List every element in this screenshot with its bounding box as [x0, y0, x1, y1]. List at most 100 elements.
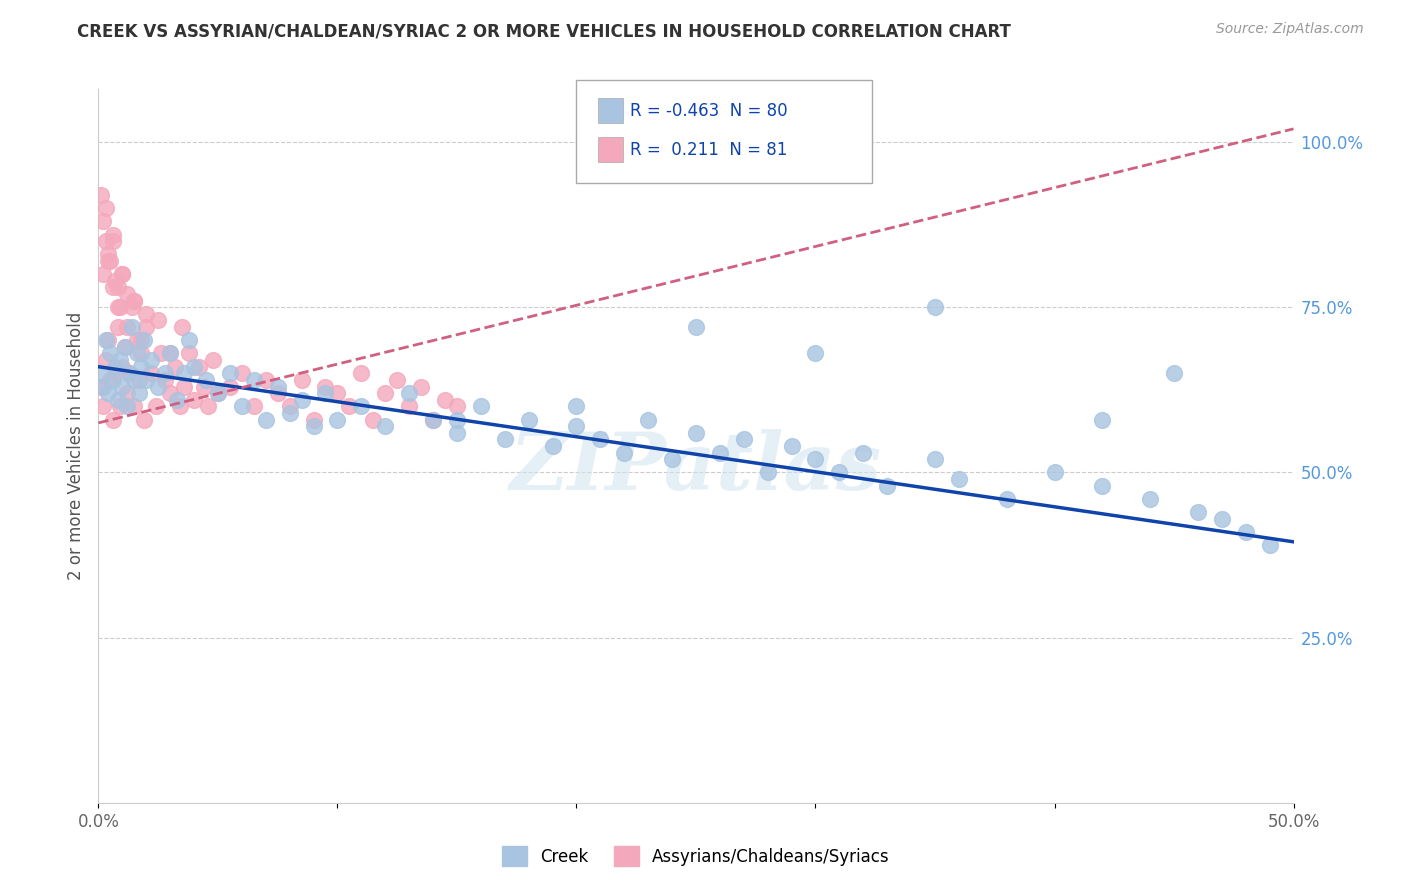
- Point: [398, 386, 420, 401]
- Point: [118, 367, 141, 381]
- Point: [101, 412, 124, 426]
- Point: [804, 452, 827, 467]
- Point: [780, 439, 803, 453]
- Point: [172, 320, 194, 334]
- Point: [94, 234, 117, 248]
- Point: [163, 359, 186, 374]
- Point: [446, 412, 468, 426]
- Point: [179, 346, 201, 360]
- Point: [1258, 538, 1281, 552]
- Point: [132, 412, 155, 426]
- Point: [243, 400, 266, 414]
- Point: [139, 367, 162, 381]
- Point: [98, 373, 122, 387]
- Point: [125, 333, 148, 347]
- Point: [139, 353, 162, 368]
- Point: [108, 400, 131, 414]
- Point: [91, 214, 114, 228]
- Point: [363, 412, 385, 426]
- Point: [302, 419, 325, 434]
- Point: [565, 419, 588, 434]
- Point: [115, 320, 138, 334]
- Point: [131, 333, 153, 347]
- Point: [121, 320, 143, 334]
- Point: [685, 425, 707, 440]
- Point: [924, 300, 946, 314]
- Point: [91, 267, 114, 281]
- Point: [169, 400, 191, 414]
- Point: [398, 400, 420, 414]
- Point: [446, 425, 468, 440]
- Point: [159, 386, 181, 401]
- Point: [411, 379, 433, 393]
- Point: [315, 379, 337, 393]
- Point: [173, 379, 195, 393]
- Point: [98, 254, 122, 268]
- Point: [107, 300, 129, 314]
- Point: [183, 359, 205, 374]
- Point: [1234, 524, 1257, 539]
- Point: [101, 227, 124, 242]
- Point: [1091, 478, 1114, 492]
- Point: [350, 400, 373, 414]
- Point: [470, 400, 492, 414]
- Point: [128, 386, 150, 401]
- Point: [197, 400, 219, 414]
- Point: [183, 392, 205, 407]
- Point: [114, 340, 136, 354]
- Point: [107, 392, 129, 407]
- Point: [98, 346, 122, 360]
- Point: [589, 433, 612, 447]
- Point: [97, 333, 120, 347]
- Point: [124, 293, 146, 308]
- Point: [219, 379, 242, 393]
- Point: [107, 320, 129, 334]
- Point: [302, 412, 325, 426]
- Point: [104, 274, 127, 288]
- Point: [804, 346, 827, 360]
- Point: [187, 359, 209, 374]
- Point: [108, 353, 131, 368]
- Point: [1043, 466, 1066, 480]
- Point: [315, 386, 337, 401]
- Point: [91, 379, 114, 393]
- Point: [118, 367, 141, 381]
- Point: [104, 359, 127, 374]
- Point: [541, 439, 564, 453]
- Point: [101, 373, 124, 387]
- Point: [145, 400, 167, 414]
- Point: [149, 346, 172, 360]
- Point: [733, 433, 755, 447]
- Point: [385, 373, 409, 387]
- Point: [115, 386, 138, 401]
- Point: [709, 445, 731, 459]
- Point: [124, 293, 146, 308]
- Point: [756, 466, 779, 480]
- Point: [131, 359, 153, 374]
- Point: [111, 267, 134, 281]
- Point: [661, 452, 683, 467]
- Text: R =  0.211  N = 81: R = 0.211 N = 81: [630, 141, 787, 159]
- Point: [1187, 505, 1209, 519]
- Point: [254, 412, 277, 426]
- Text: ZIPatlas: ZIPatlas: [510, 429, 882, 506]
- Text: CREEK VS ASSYRIAN/CHALDEAN/SYRIAC 2 OR MORE VEHICLES IN HOUSEHOLD CORRELATION CH: CREEK VS ASSYRIAN/CHALDEAN/SYRIAC 2 OR M…: [77, 22, 1011, 40]
- Point: [291, 392, 314, 407]
- Point: [111, 379, 134, 393]
- Point: [267, 379, 290, 393]
- Point: [326, 386, 349, 401]
- Point: [111, 359, 134, 374]
- Point: [135, 307, 157, 321]
- Point: [159, 346, 181, 360]
- Point: [278, 406, 301, 420]
- Point: [97, 254, 120, 268]
- Point: [94, 201, 117, 215]
- Point: [108, 300, 131, 314]
- Point: [231, 400, 253, 414]
- Point: [91, 400, 114, 414]
- Point: [90, 188, 112, 202]
- Point: [97, 386, 120, 401]
- Text: Source: ZipAtlas.com: Source: ZipAtlas.com: [1216, 22, 1364, 37]
- Point: [115, 287, 138, 301]
- Point: [565, 400, 588, 414]
